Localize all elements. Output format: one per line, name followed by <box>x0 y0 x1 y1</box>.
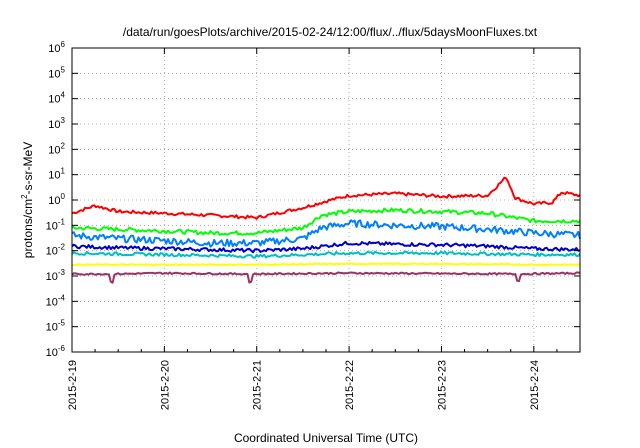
y-axis-label-sup: 2 <box>20 194 29 199</box>
x-axis-label: Coordinated Universal Time (UTC) <box>234 431 418 445</box>
x-tick-label: 2015-2-22 <box>344 360 356 410</box>
y-tick-label: 10-2 <box>46 243 66 258</box>
y-axis-label-prefix: protons/cm <box>21 199 35 258</box>
y-tick-label: 104 <box>48 91 65 106</box>
y-tick-label: 103 <box>48 116 65 131</box>
series-line-2 <box>71 207 581 236</box>
y-tick-label: 10-1 <box>46 217 66 232</box>
x-axis: 2015-2-19 2015-2-20 2015-2-21 2015-2-22 2015… <box>67 48 581 410</box>
y-axis: 10-6 10-5 10-4 10-3 10-2 10-1 100 101 102 103 104 1… <box>46 40 580 359</box>
chart-title: /data/run/goesPlots/archive/2015-02-24/1… <box>123 25 538 39</box>
series-line-3 <box>71 219 581 248</box>
y-tick-label: 105 <box>48 65 65 80</box>
y-tick-label: 101 <box>48 167 65 182</box>
series-line-7 <box>71 271 581 284</box>
y-tick-label: 102 <box>48 141 65 156</box>
y-tick-label: 10-6 <box>46 344 66 359</box>
x-tick-label: 2015-2-20 <box>159 360 171 410</box>
y-tick-label: 10-3 <box>46 268 66 283</box>
series-line-1 <box>71 176 581 220</box>
series-line-5 <box>71 250 581 259</box>
series-group <box>71 176 581 284</box>
x-tick-label: 2015-2-21 <box>252 360 264 410</box>
x-tick-label: 2015-2-23 <box>436 360 448 410</box>
y-tick-label: 10-5 <box>46 319 66 334</box>
grid <box>72 48 580 352</box>
x-tick-label: 2015-2-24 <box>529 360 541 410</box>
y-tick-label: 100 <box>48 192 65 207</box>
y-axis-label: protons/cm2-s-sr-MeV <box>20 142 35 258</box>
series-line-6 <box>71 262 581 267</box>
series-line-4 <box>71 240 581 254</box>
x-tick-label: 2015-2-19 <box>67 360 79 410</box>
y-tick-label: 10-4 <box>46 293 66 308</box>
y-axis-label-suffix: -s-sr-MeV <box>21 142 35 195</box>
y-tick-label: 106 <box>48 40 65 55</box>
